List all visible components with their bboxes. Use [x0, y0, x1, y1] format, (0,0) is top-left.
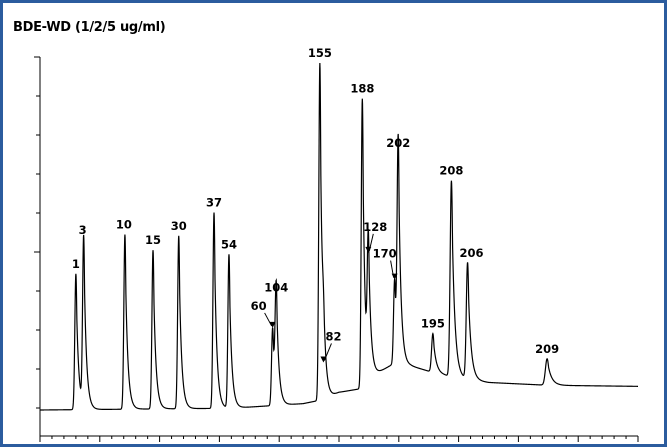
peak-label-208: 208: [439, 164, 463, 178]
peak-label-104: 104: [264, 281, 288, 295]
peak-label-206: 206: [460, 246, 484, 260]
peak-label-15: 15: [145, 233, 161, 247]
peak-arrowhead: [320, 356, 327, 363]
peak-label-37: 37: [206, 195, 222, 209]
peak-label-54: 54: [221, 238, 237, 252]
peak-label-209: 209: [535, 342, 559, 356]
peak-label-82: 82: [325, 329, 341, 343]
peak-arrowhead: [391, 273, 398, 280]
chart-title: BDE-WD (1/2/5 ug/ml): [13, 20, 166, 35]
peak-label-10: 10: [116, 217, 132, 231]
peak-label-195: 195: [421, 317, 445, 331]
peak-label-60: 60: [251, 299, 267, 313]
peak-label-170: 170: [373, 247, 397, 261]
peak-label-155: 155: [308, 46, 332, 60]
peak-label-1: 1: [72, 257, 80, 271]
peak-arrowhead: [365, 246, 372, 253]
peak-label-3: 3: [79, 223, 87, 237]
peak-label-128: 128: [363, 220, 387, 234]
peak-label-30: 30: [171, 219, 187, 233]
peak-arrow: [264, 312, 273, 327]
peak-label-202: 202: [386, 136, 410, 150]
chromatogram-trace: [40, 63, 638, 411]
peak-arrowhead: [269, 321, 276, 328]
peak-label-188: 188: [350, 82, 374, 96]
